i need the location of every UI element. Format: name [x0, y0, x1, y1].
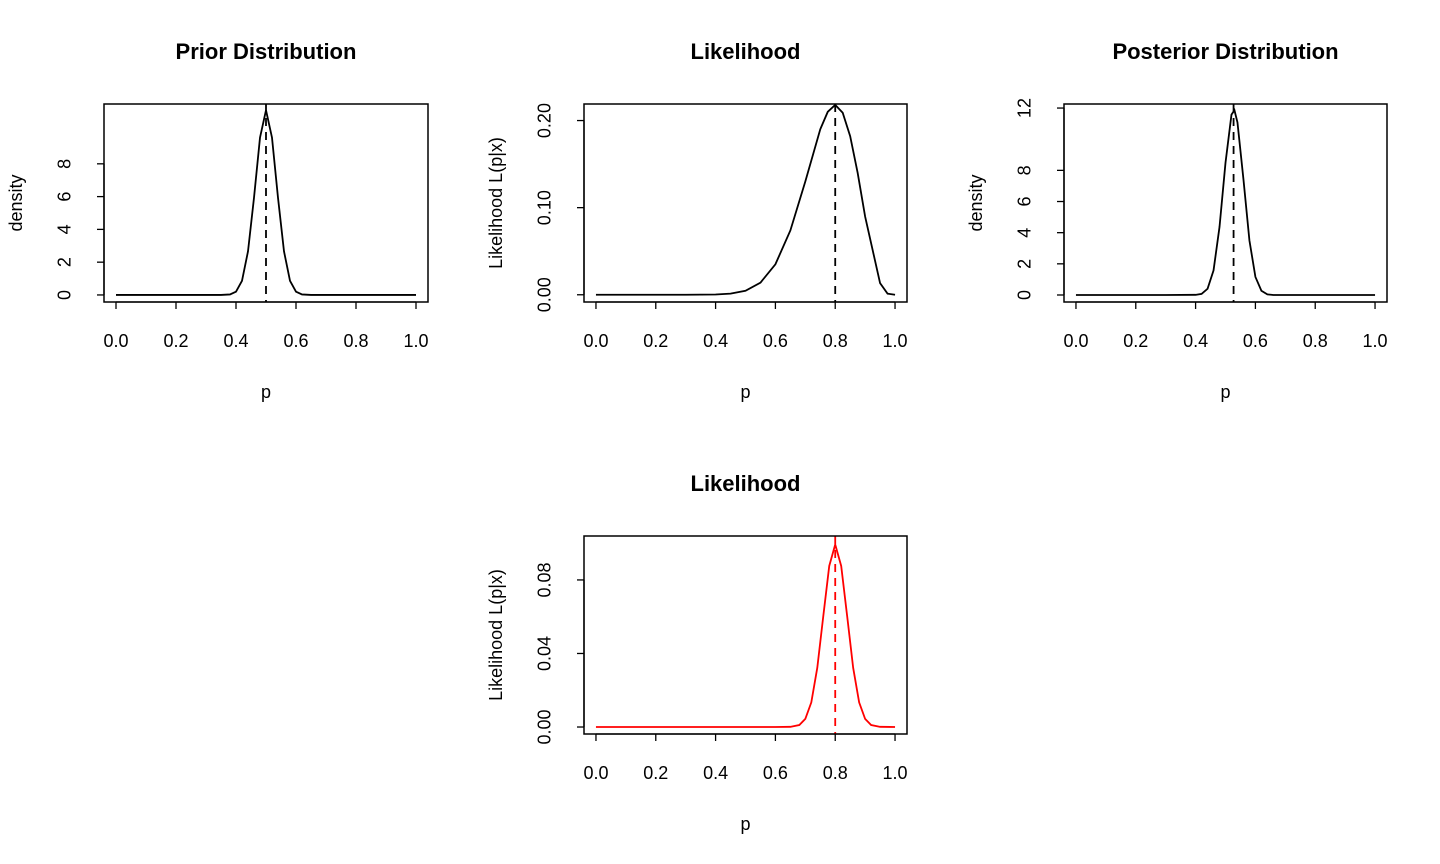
y-tick-label: 8	[55, 159, 75, 169]
y-tick-label: 0.04	[535, 636, 555, 671]
x-tick-label: 0.8	[343, 331, 368, 351]
chart-title: Posterior Distribution	[1112, 39, 1338, 64]
y-tick-label: 4	[1015, 228, 1035, 238]
y-tick-label: 6	[55, 192, 75, 202]
y-tick-label: 12	[1015, 98, 1035, 118]
x-tick-label: 0.6	[283, 331, 308, 351]
y-tick-label: 0	[55, 290, 75, 300]
x-tick-label: 0.0	[103, 331, 128, 351]
y-tick-label: 4	[55, 224, 75, 234]
plot-frame	[103, 103, 429, 303]
y-tick-label: 6	[1015, 197, 1035, 207]
plot-frame	[1063, 103, 1388, 303]
x-tick-label: 0.0	[583, 331, 608, 351]
x-tick-label: 0.8	[823, 331, 848, 351]
x-tick-label: 0.4	[223, 331, 248, 351]
y-tick-label: 0	[1015, 290, 1035, 300]
x-tick-label: 0.8	[1303, 331, 1328, 351]
x-tick-label: 0.8	[823, 763, 848, 783]
x-tick-label: 1.0	[883, 763, 908, 783]
x-tick-label: 0.6	[1243, 331, 1268, 351]
x-tick-label: 0.6	[763, 763, 788, 783]
y-axis-label: Likelihood L(p|x)	[486, 569, 506, 701]
y-tick-label: 0.20	[535, 103, 555, 138]
density-curve	[595, 541, 896, 728]
x-tick-label: 0.2	[643, 331, 668, 351]
x-tick-label: 1.0	[883, 331, 908, 351]
chart-title: Likelihood	[691, 471, 801, 496]
x-axis-label: p	[1220, 382, 1230, 402]
x-tick-label: 0.0	[583, 763, 608, 783]
chart-title: Likelihood	[691, 39, 801, 64]
x-tick-label: 0.4	[703, 763, 728, 783]
x-tick-label: 0.2	[643, 763, 668, 783]
x-tick-label: 0.6	[763, 331, 788, 351]
x-tick-label: 0.2	[163, 331, 188, 351]
y-axis-label: density	[966, 174, 986, 231]
density-curve	[595, 103, 896, 296]
y-tick-label: 0.00	[535, 709, 555, 744]
y-tick-label: 8	[1015, 165, 1035, 175]
x-tick-label: 0.4	[1183, 331, 1208, 351]
y-tick-label: 0.10	[535, 190, 555, 225]
y-tick-label: 0.08	[535, 562, 555, 597]
y-axis-label: density	[6, 174, 26, 231]
y-axis-label: Likelihood L(p|x)	[486, 137, 506, 269]
x-tick-label: 0.0	[1063, 331, 1088, 351]
plot-frame	[583, 535, 908, 735]
y-tick-label: 2	[55, 257, 75, 267]
x-tick-label: 1.0	[1363, 331, 1388, 351]
plot-frame	[583, 103, 908, 303]
x-axis-label: p	[740, 382, 750, 402]
chart-title: Prior Distribution	[176, 39, 357, 64]
x-tick-label: 0.4	[703, 331, 728, 351]
x-tick-label: 1.0	[403, 331, 428, 351]
y-tick-label: 0.00	[535, 277, 555, 312]
x-tick-label: 0.2	[1123, 331, 1148, 351]
x-axis-label: p	[261, 382, 271, 402]
x-axis-label: p	[740, 814, 750, 834]
density-curve	[1075, 108, 1376, 296]
y-tick-label: 2	[1015, 259, 1035, 269]
